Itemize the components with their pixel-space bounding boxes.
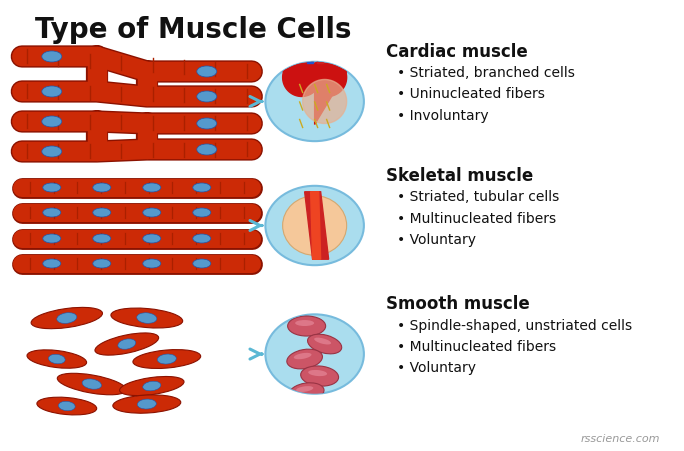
Ellipse shape — [143, 183, 161, 192]
Ellipse shape — [295, 320, 314, 326]
Ellipse shape — [143, 208, 161, 217]
Ellipse shape — [137, 399, 157, 409]
Ellipse shape — [43, 234, 61, 243]
Ellipse shape — [118, 339, 135, 349]
Ellipse shape — [289, 383, 324, 401]
Polygon shape — [302, 79, 347, 124]
Ellipse shape — [133, 350, 200, 368]
Ellipse shape — [197, 91, 217, 102]
Ellipse shape — [43, 183, 61, 192]
Ellipse shape — [93, 234, 111, 243]
Ellipse shape — [265, 314, 364, 394]
Ellipse shape — [27, 350, 87, 368]
Text: • Spindle-shaped, unstriated cells: • Spindle-shaped, unstriated cells — [397, 319, 632, 333]
Ellipse shape — [143, 381, 161, 391]
Ellipse shape — [282, 196, 347, 255]
Ellipse shape — [296, 386, 313, 392]
Ellipse shape — [143, 234, 161, 243]
Ellipse shape — [193, 208, 211, 217]
Text: Type of Muscle Cells: Type of Muscle Cells — [35, 16, 352, 44]
Ellipse shape — [157, 354, 176, 364]
Polygon shape — [282, 61, 347, 124]
Polygon shape — [282, 59, 321, 97]
Text: • Multinucleated fibers: • Multinucleated fibers — [397, 212, 556, 226]
Ellipse shape — [287, 349, 322, 369]
Ellipse shape — [193, 234, 211, 243]
Polygon shape — [306, 40, 313, 64]
Text: Cardiac muscle: Cardiac muscle — [386, 43, 528, 61]
Ellipse shape — [314, 338, 331, 345]
Ellipse shape — [308, 334, 342, 354]
Ellipse shape — [82, 379, 101, 389]
Ellipse shape — [43, 208, 61, 217]
Ellipse shape — [197, 66, 217, 77]
Ellipse shape — [301, 366, 339, 386]
Ellipse shape — [43, 259, 61, 268]
Text: • Striated, branched cells: • Striated, branched cells — [397, 66, 575, 80]
Text: • Voluntary: • Voluntary — [397, 233, 475, 247]
Text: • Striated, tubular cells: • Striated, tubular cells — [397, 190, 559, 204]
Ellipse shape — [93, 259, 111, 268]
Ellipse shape — [137, 313, 157, 323]
Ellipse shape — [193, 259, 211, 268]
Ellipse shape — [42, 116, 62, 127]
Text: Smooth muscle: Smooth muscle — [386, 295, 530, 313]
Polygon shape — [308, 59, 347, 97]
Ellipse shape — [31, 308, 103, 329]
Ellipse shape — [111, 308, 183, 328]
Text: • Multinucleated fibers: • Multinucleated fibers — [397, 340, 556, 354]
Ellipse shape — [37, 397, 96, 415]
Ellipse shape — [265, 62, 364, 141]
Text: Skeletal muscle: Skeletal muscle — [386, 167, 534, 185]
Text: • Uninucleated fibers: • Uninucleated fibers — [397, 87, 544, 101]
Polygon shape — [311, 192, 321, 259]
Text: • Voluntary: • Voluntary — [397, 361, 475, 375]
Ellipse shape — [58, 401, 75, 411]
Ellipse shape — [197, 144, 217, 155]
Ellipse shape — [120, 377, 184, 396]
Ellipse shape — [93, 208, 111, 217]
Polygon shape — [304, 192, 328, 259]
Ellipse shape — [288, 316, 326, 336]
Ellipse shape — [197, 118, 217, 129]
Ellipse shape — [143, 259, 161, 268]
Ellipse shape — [93, 183, 111, 192]
Text: rsscience.com: rsscience.com — [581, 434, 660, 444]
Ellipse shape — [57, 373, 127, 395]
Ellipse shape — [193, 183, 211, 192]
Ellipse shape — [42, 51, 62, 62]
Ellipse shape — [113, 395, 181, 413]
Ellipse shape — [57, 313, 77, 323]
Ellipse shape — [42, 146, 62, 157]
Text: • Involuntary: • Involuntary — [397, 109, 488, 123]
Ellipse shape — [42, 86, 62, 97]
Ellipse shape — [95, 333, 159, 355]
Ellipse shape — [308, 370, 327, 376]
Ellipse shape — [293, 353, 311, 359]
Polygon shape — [317, 40, 323, 64]
Ellipse shape — [49, 354, 65, 364]
Ellipse shape — [265, 186, 364, 265]
